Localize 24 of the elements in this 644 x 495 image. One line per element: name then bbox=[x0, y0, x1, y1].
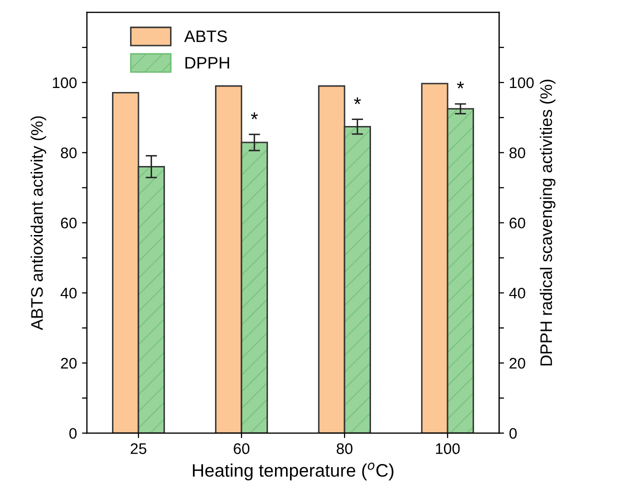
legend-label: ABTS bbox=[184, 30, 227, 42]
annotation: * bbox=[250, 112, 258, 120]
y2-tick-label: 20 bbox=[510, 358, 526, 369]
x-tick-label: 25 bbox=[130, 443, 146, 454]
x-tick-label: 60 bbox=[234, 443, 250, 454]
annotation: * bbox=[354, 97, 361, 104]
y-tick-label: 20 bbox=[60, 358, 77, 369]
x-tick-label: 80 bbox=[336, 443, 352, 454]
y2-tick-label: 0 bbox=[509, 428, 517, 439]
annotation: * bbox=[456, 82, 464, 88]
y2-axis-title: DPPH radical scavenging activities (%) bbox=[540, 80, 556, 366]
y2-tick-label: 40 bbox=[509, 288, 526, 299]
x-axis-title: Heating temperature ($^{o}$C) bbox=[192, 462, 394, 480]
y-axis-title: ABTS antioxidant activity (%) bbox=[30, 116, 46, 330]
y2-tick-label: 60 bbox=[510, 218, 526, 228]
y2-tick-label: 100 bbox=[510, 77, 534, 88]
legend-label: DPPH bbox=[185, 57, 230, 69]
y-tick-label: 80 bbox=[60, 147, 77, 158]
y-tick-label: 0 bbox=[69, 428, 77, 439]
x-tick-label: 100 bbox=[436, 443, 460, 454]
y2-tick-label: 80 bbox=[509, 147, 526, 158]
y-tick-label: 40 bbox=[60, 288, 77, 299]
y-tick-label: 60 bbox=[61, 218, 77, 228]
y-tick-label: 100 bbox=[52, 77, 77, 88]
